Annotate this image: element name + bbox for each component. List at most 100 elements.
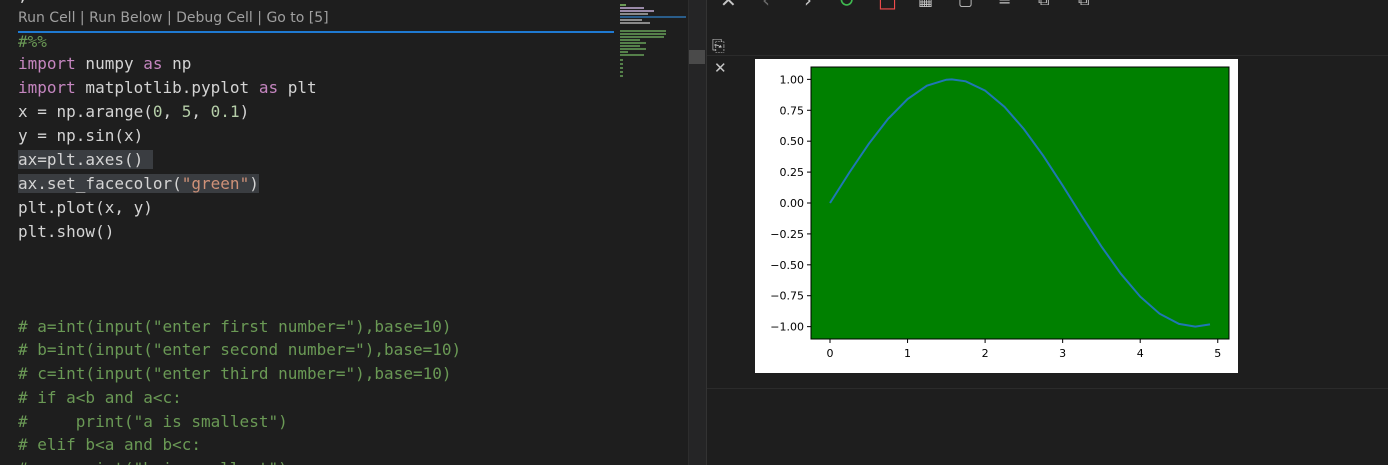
code-text: ) [239,102,250,121]
number-literal: 0.1 [210,102,240,121]
panel-divider [707,55,1388,56]
code-text: ax.set_facecolor( [18,174,182,193]
stop-icon[interactable]: □ [878,0,897,12]
code-text: plt [278,78,317,97]
code-text: , [162,102,182,121]
minimap-line [620,48,646,50]
number-literal: 0 [152,102,163,121]
code-text: numpy [75,54,144,73]
code-text: matplotlib.pyplot [75,78,259,97]
minimap-line [620,4,626,6]
minimap-line [620,63,623,65]
plot-area [810,66,1230,340]
keyword: as [143,54,163,73]
editor-scrollbar[interactable] [688,0,706,465]
minimap[interactable] [620,4,686,84]
selected-text: ax=plt.axes() [18,150,153,169]
y-tick-label: −0.25 [770,228,804,241]
y-tick-label: 0.50 [780,135,805,148]
minimap-line [620,19,642,21]
code-text: np [162,54,192,73]
comment-line-6[interactable]: # elif b<a and b<c: [18,435,202,454]
code-line-4[interactable]: x = np.arange(0, 5, 0.1) [18,100,249,124]
codelens-sep: | [252,10,267,26]
y-tick-label: 1.00 [780,73,805,86]
y-tick-label: −0.50 [770,259,804,272]
code-line-3[interactable]: import matplotlib.pyplot as plt [18,76,317,100]
comment-line-2[interactable]: # b=int(input("enter second number="),ba… [18,340,462,359]
comment-line-7[interactable]: # print("b is smallest") [18,457,288,465]
y-tick-label: 0.25 [780,166,805,179]
previous-line-fragment: , [18,0,28,5]
minimap-line [620,13,648,15]
clipboard-icon[interactable]: ⎘ [712,36,725,55]
series-line [829,78,1211,328]
copy-alt-icon[interactable]: ⧉ [1078,0,1089,10]
list-icon[interactable]: ≡ [998,0,1011,10]
string-literal: "green" [181,174,250,193]
codelens-sep: | [75,10,90,26]
minimap-line [620,10,654,12]
comment-line-5[interactable]: # print("a is smallest") [18,412,288,431]
plot-image: 0 1 2 3 4 5 1.00 0.75 0.50 0.25 0.00 −0.25 −0.50 −0.7… [755,59,1238,373]
back-icon[interactable]: ‹ [762,0,770,12]
x-tick-label: 3 [1059,347,1066,360]
code-line-5[interactable]: y = np.sin(x) [18,126,144,145]
code-text: x = np.arange( [18,102,153,121]
minimap-line [620,75,623,77]
x-tick-label: 0 [827,347,834,360]
y-tick-label: 0.00 [780,197,805,210]
minimap-line [620,59,623,61]
minimap-line [620,33,666,35]
line-chart: 0 1 2 3 4 5 1.00 0.75 0.50 0.25 0.00 −0.25 −0.50 −0.7… [770,66,1230,360]
keyword: import [18,78,76,97]
forward-icon[interactable]: › [804,0,812,12]
debug-cell-link[interactable]: Debug Cell [176,10,253,26]
code-line-9[interactable]: plt.show() [18,222,115,241]
scrollbar-thumb[interactable] [689,50,705,64]
comment-line-1[interactable]: # a=int(input("enter first number="),bas… [18,317,452,336]
code-text: , [191,102,211,121]
run-below-link[interactable]: Run Below [89,10,163,26]
keyword: as [258,78,279,97]
minimap-line [620,30,666,32]
code-line-2[interactable]: import numpy as np [18,52,191,76]
minimap-line [620,39,640,41]
minimap-line [620,67,623,69]
minimap-line [620,16,686,18]
comment-line-3[interactable]: # c=int(input("enter third number="),bas… [18,364,452,383]
copy-icon[interactable]: ⧉ [1038,0,1049,10]
refresh-icon[interactable]: ↻ [838,0,855,12]
code-text: ) [249,174,259,193]
y-tick-label: −0.75 [770,290,804,303]
y-tick-label: −1.00 [770,321,804,334]
run-cell-link[interactable]: Run Cell [18,10,76,26]
codelens-sep: | [162,10,177,26]
minimap-line [620,22,650,24]
code-line-8[interactable]: plt.plot(x, y) [18,198,153,217]
minimap-line [620,54,644,56]
code-line-1[interactable]: #%% [18,32,47,51]
number-literal: 5 [181,102,192,121]
keyword: import [18,54,76,73]
x-tick-label: 5 [1214,347,1221,360]
close-plot-icon[interactable]: ✕ [714,59,727,77]
codelens-bar: Run Cell | Run Below | Debug Cell | Go t… [18,10,329,26]
minimap-line [620,51,628,53]
close-icon[interactable]: ✕ [720,0,737,12]
x-tick-label: 4 [1137,347,1144,360]
minimap-line [620,45,640,47]
comment-line-4[interactable]: # if a<b and a<c: [18,388,182,407]
code-line-7[interactable]: ax.set_facecolor("green") [18,172,259,196]
square-icon[interactable]: ▢ [958,0,973,10]
grid-icon[interactable]: ▦ [918,0,933,10]
code-line-6[interactable]: ax=plt.axes() [18,148,153,172]
minimap-line [620,36,664,38]
minimap-line [620,7,644,9]
x-tick-label: 1 [904,347,911,360]
selected-text: ax.set_facecolor("green") [18,174,259,193]
go-to-link[interactable]: Go to [5] [266,10,329,26]
code-editor[interactable]: , Run Cell | Run Below | Debug Cell | Go… [0,0,688,465]
cell-divider [18,31,614,33]
minimap-line [620,42,646,44]
